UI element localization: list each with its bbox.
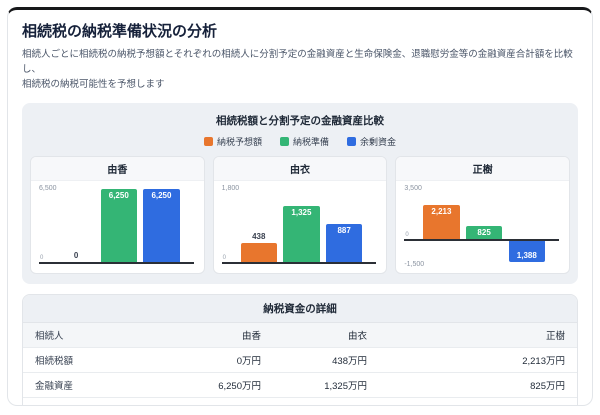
chart-bar (423, 205, 460, 239)
chart-comparison-section: 相続税額と分割予定の金融資産比較 納税予想額 納税準備 余剰資金 由香 6,500 … (22, 102, 578, 284)
bar-value-label: 438 (252, 232, 266, 242)
value-cell: 6,250万円 (218, 380, 261, 392)
legend-label: 納税準備 (292, 136, 329, 147)
chart-bar (283, 205, 320, 262)
description-line-1: 相続人ごとに相続税の納税予想額とそれぞれの相続人に分割予定の金融資産と生命保険金… (22, 49, 573, 76)
y-axis-max-label: 3,500 (404, 184, 422, 192)
chart-bar (240, 243, 277, 262)
x-axis-line (39, 261, 194, 264)
legend-swatch (347, 136, 356, 146)
zero-tick-label: 0 (40, 255, 44, 262)
bar-chart-yuka: 6,500 0 0 6,250 6,250 (39, 185, 194, 264)
zero-tick-label: 0 (222, 255, 227, 262)
chart-bar (466, 226, 503, 239)
chart-bar (326, 224, 363, 262)
table-header-col: 由香 (241, 330, 261, 342)
legend-item: 余剰資金 (347, 135, 396, 148)
y-axis-min-label: -1,500 (404, 260, 425, 268)
chart-legend: 納税予想額 納税準備 余剰資金 (30, 135, 570, 156)
bar-value-label: 0 (73, 250, 79, 260)
chart-bar (100, 188, 137, 262)
y-axis-max-label: 1,800 (221, 184, 240, 192)
legend-swatch (279, 136, 289, 146)
x-axis-line (404, 238, 560, 241)
chart-bar (508, 240, 545, 262)
value-cell: ▲1,388万円 (379, 398, 577, 405)
chart-card-masaki: 正樹 3,500 -1,500 0 2,213 825 1,388 (395, 155, 571, 274)
y-axis-max-label: 6,500 (39, 184, 57, 192)
detail-table-body: 相続税額 0万円 438万円 2,213万円金融資産 6,250万円 1,325万円 825… (23, 346, 577, 405)
table-header-row: 相続人 由香 由衣 正樹 (23, 321, 577, 347)
report-card: 相続税の納税準備状況の分析 相続人ごとに相続税の納税予想額とそれぞれの相続人に分… (7, 7, 593, 406)
chart-title-yuka: 由香 (31, 156, 204, 181)
bar-value-label: 6,250 (108, 190, 129, 200)
bar-value-label: 1,388 (516, 250, 537, 260)
value-cell: 6,250万円 (155, 398, 273, 405)
chart-title-yui: 由衣 (213, 156, 387, 181)
value-cell: 2,213万円 (522, 355, 565, 367)
row-label: 過不足額 (23, 398, 155, 405)
legend-swatch (203, 136, 213, 146)
table-header-label: 相続人 (35, 330, 64, 342)
zero-tick-label: 0 (405, 232, 409, 239)
bar-value-label: 1,325 (291, 207, 312, 217)
bar-value-label: 825 (477, 228, 491, 238)
bar-chart-yui: 1,800 0 438 1,325 887 (221, 185, 377, 264)
legend-label: 余剰資金 (360, 136, 397, 147)
value-cell: 887万円 (273, 398, 379, 405)
chart-bar (143, 188, 180, 262)
table-row: 相続税額 0万円 438万円 2,213万円 (23, 346, 577, 372)
page-description: 相続人ごとに相続税の納税予想額とそれぞれの相続人に分割予定の金融資産と生命保険金… (8, 47, 592, 101)
page-title: 相続税の納税準備状況の分析 (22, 23, 218, 40)
report-page: 相続税の納税準備状況の分析 相続人ごとに相続税の納税予想額とそれぞれの相続人に分… (7, 7, 593, 406)
table-header-col: 正樹 (545, 330, 565, 342)
legend-label: 納税予想額 (216, 136, 262, 147)
bar-value-label: 2,213 (431, 207, 452, 217)
table-title: 納税資金の詳細 (23, 294, 577, 322)
chart-section-title: 相続税額と分割予定の金融資産比較 (216, 114, 384, 127)
legend-item: 納税予想額 (203, 135, 262, 148)
bar-value-label: 6,250 (151, 190, 172, 200)
charts-row: 由香 6,500 0 0 6,250 6,250 由衣 1,800 0 438 1,325… (30, 155, 571, 274)
table-row: 金融資産 6,250万円 1,325万円 825万円 (23, 371, 577, 397)
value-cell: 438万円 (332, 355, 367, 367)
value-cell: 825万円 (530, 380, 565, 392)
x-axis-line (221, 261, 377, 264)
chart-card-yui: 由衣 1,800 0 438 1,325 887 (212, 155, 388, 274)
table-header-col: 由衣 (347, 330, 367, 342)
chart-card-yuka: 由香 6,500 0 0 6,250 6,250 (30, 155, 205, 274)
description-line-2: 相続税の納税可能性を予想します (22, 79, 165, 91)
row-label: 相続税額 (35, 355, 74, 367)
detail-table-section: 納税資金の詳細 相続人 由香 由衣 正樹 相続税額 0万円 438万円 2,213万円金融資… (22, 293, 578, 405)
bar-value-label: 887 (337, 226, 351, 236)
value-cell: 0万円 (236, 355, 261, 367)
value-cell: 1,325万円 (324, 380, 367, 392)
legend-item: 納税準備 (279, 135, 329, 148)
row-label: 金融資産 (35, 380, 74, 392)
table-row: 過不足額6,250万円887万円▲1,388万円 (23, 396, 577, 405)
chart-title-masaki: 正樹 (396, 156, 570, 181)
bar-chart-masaki: 3,500 -1,500 0 2,213 825 1,388 (404, 185, 560, 268)
